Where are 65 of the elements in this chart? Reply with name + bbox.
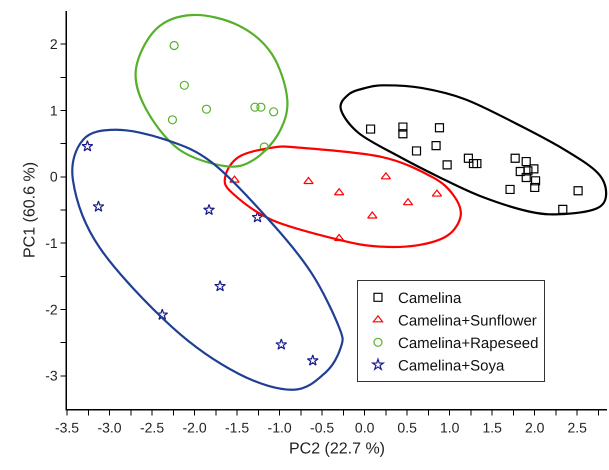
point bbox=[203, 204, 215, 216]
x-tick-label: -3.5 bbox=[54, 419, 80, 436]
point bbox=[529, 164, 538, 174]
point bbox=[202, 104, 212, 114]
point bbox=[269, 107, 278, 116]
x-tick-label: -3.0 bbox=[97, 419, 122, 436]
point bbox=[252, 211, 264, 222]
legend-label: Camelina+Rapeseed bbox=[398, 335, 538, 352]
x-tick-label: 2.5 bbox=[568, 419, 588, 436]
point bbox=[442, 160, 452, 170]
point bbox=[81, 140, 94, 152]
point bbox=[92, 200, 104, 212]
y-tick-label: 2 bbox=[50, 36, 58, 52]
point bbox=[398, 129, 408, 138]
point bbox=[398, 122, 408, 132]
point bbox=[431, 141, 441, 150]
x-tick-label: -1.0 bbox=[268, 419, 292, 436]
point bbox=[334, 234, 344, 242]
point bbox=[516, 166, 525, 176]
x-tick-label: 0.5 bbox=[397, 419, 418, 436]
y-axis-title: PC1 (60.6 %) bbox=[21, 162, 38, 258]
point bbox=[434, 123, 444, 132]
point bbox=[510, 154, 520, 163]
point bbox=[306, 354, 319, 366]
x-tick-label: -1.5 bbox=[225, 419, 250, 436]
point bbox=[412, 146, 422, 156]
x-tick-label: 0.0 bbox=[354, 419, 375, 436]
x-tick-label: 1.5 bbox=[482, 419, 502, 436]
point bbox=[472, 158, 482, 168]
point bbox=[168, 115, 178, 124]
x-tick-label: 2.0 bbox=[524, 419, 545, 436]
legend-label: Camelina+Soya bbox=[398, 358, 505, 375]
point bbox=[170, 40, 179, 50]
point bbox=[214, 280, 226, 292]
y-tick-label: -1 bbox=[45, 235, 58, 252]
y-tick-label: 1 bbox=[50, 102, 58, 118]
legend-label: Camelina+Sunflower bbox=[398, 312, 537, 330]
point bbox=[303, 176, 314, 184]
x-tick-label: -0.5 bbox=[310, 419, 334, 436]
y-tick-label: -2 bbox=[45, 301, 58, 318]
point bbox=[522, 172, 531, 182]
point bbox=[522, 156, 531, 166]
y-tick-label: 0 bbox=[50, 168, 58, 185]
point bbox=[573, 186, 583, 196]
x-axis-title: PC2 (22.7 %) bbox=[288, 440, 386, 458]
point bbox=[530, 182, 540, 192]
y-tick-label: -3 bbox=[45, 368, 58, 384]
point bbox=[366, 124, 376, 134]
point bbox=[558, 204, 568, 214]
point bbox=[256, 102, 266, 112]
x-tick-label: -2.0 bbox=[182, 419, 207, 436]
x-tick-label: -2.5 bbox=[140, 419, 164, 436]
point bbox=[523, 166, 533, 176]
point bbox=[432, 189, 442, 197]
point bbox=[275, 338, 288, 350]
x-tick-label: 1.0 bbox=[440, 419, 460, 436]
point bbox=[367, 211, 378, 219]
point bbox=[468, 158, 478, 168]
point bbox=[260, 142, 269, 152]
point bbox=[250, 102, 260, 112]
point bbox=[180, 80, 189, 90]
point bbox=[530, 176, 540, 186]
legend-label: Camelina bbox=[398, 290, 462, 308]
point bbox=[505, 184, 515, 194]
point bbox=[464, 154, 473, 163]
